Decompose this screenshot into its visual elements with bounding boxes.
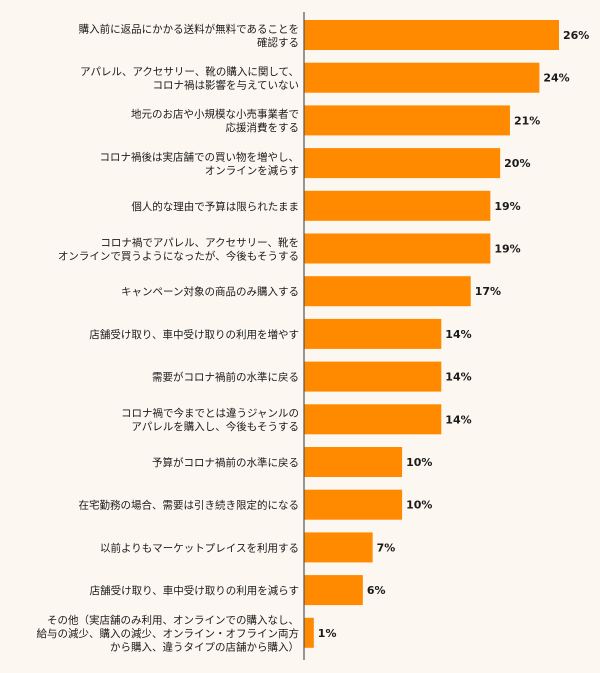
- category-label-line: その他（実店舗のみ利用、オンラインでの購入なし、: [47, 613, 299, 626]
- category-label-11: 在宅勤務の場合、需要は引き続き限定的になる: [79, 499, 300, 512]
- category-label-line: 店舗受け取り、車中受け取りの利用を増やす: [89, 328, 299, 341]
- category-label-line: コロナ禍後は実店舗での買い物を増やし、: [100, 150, 300, 163]
- category-label-7: 店舗受け取り、車中受け取りの利用を増やす: [89, 328, 299, 341]
- bars-layer: [304, 20, 559, 648]
- category-label-line: 以前よりもマーケットプレイスを利用する: [100, 541, 299, 554]
- value-label-14: 1%: [318, 627, 337, 640]
- bar-14: [304, 617, 314, 648]
- value-label-9: 14%: [445, 413, 471, 426]
- value-label-6: 17%: [475, 285, 501, 298]
- bar-11: [304, 489, 403, 520]
- category-label-1: アパレル、アクセサリー、靴の購入に関して、コロナ禍は影響を与えていない: [80, 65, 299, 92]
- category-label-2: 地元のお店や小規模な小売事業者で応援消費をする: [131, 108, 299, 134]
- labels-layer: 26% 購入前に返品にかかる送料が無料であることを確認する 24% アパレル、アクセサ…: [37, 22, 590, 653]
- category-label-line: オンラインで買うようになったが、今後もそうする: [58, 249, 299, 262]
- category-label-line: オンラインを減らす: [205, 164, 299, 177]
- bar-9: [304, 404, 442, 435]
- bar-12: [304, 532, 373, 563]
- bar-7: [304, 318, 442, 349]
- category-label-8: 需要がコロナ禍前の水準に戻る: [152, 371, 299, 384]
- value-label-13: 6%: [367, 584, 386, 597]
- bar-13: [304, 575, 363, 606]
- value-label-4: 19%: [494, 200, 520, 213]
- category-label-line: 予算がコロナ禍前の水準に戻る: [152, 456, 299, 469]
- bar-10: [304, 447, 403, 477]
- value-label-11: 10%: [406, 499, 432, 512]
- category-label-line: 地元のお店や小規模な小売事業者で: [131, 108, 299, 121]
- value-label-3: 20%: [504, 157, 530, 170]
- category-label-6: キャンペーン対象の商品のみ購入する: [121, 285, 299, 298]
- category-label-line: アパレルを購入し、今後もそうする: [131, 420, 299, 433]
- value-label-5: 19%: [494, 243, 520, 256]
- category-label-line: 需要がコロナ禍前の水準に戻る: [152, 371, 299, 384]
- value-label-2: 21%: [514, 114, 540, 127]
- bar-1: [304, 62, 540, 93]
- value-label-7: 14%: [445, 328, 471, 341]
- category-label-9: コロナ禍で今までとは違うジャンルのアパレルを購入し、今後もそうする: [121, 407, 299, 434]
- value-label-10: 10%: [406, 456, 432, 469]
- bar-5: [304, 233, 491, 264]
- value-label-8: 14%: [445, 371, 471, 384]
- value-label-1: 24%: [543, 72, 569, 85]
- category-label-line: コロナ禍でアパレル、アクセサリー、靴を: [100, 236, 299, 249]
- bar-4: [304, 190, 491, 221]
- category-label-12: 以前よりもマーケットプレイスを利用する: [100, 541, 299, 554]
- category-label-line: 個人的な理由で予算は限られたまま: [131, 200, 299, 213]
- bar-3: [304, 148, 501, 179]
- bar-2: [304, 105, 510, 136]
- bar-6: [304, 276, 471, 307]
- value-label-12: 7%: [377, 541, 396, 554]
- category-label-0: 購入前に返品にかかる送料が無料であることを確認する: [79, 22, 299, 49]
- category-label-line: 店舗受け取り、車中受け取りの利用を減らす: [90, 584, 299, 597]
- category-label-4: 個人的な理由で予算は限られたまま: [131, 200, 299, 213]
- bar-8: [304, 361, 442, 392]
- category-label-10: 予算がコロナ禍前の水準に戻る: [152, 456, 299, 469]
- category-label-line: 給与の減少、購入の減少、オンライン・オフライン両方: [37, 627, 300, 640]
- category-label-line: 購入前に返品にかかる送料が無料であることを: [79, 22, 299, 35]
- category-label-3: コロナ禍後は実店舗での買い物を増やし、オンラインを減らす: [100, 150, 300, 177]
- category-label-5: コロナ禍でアパレル、アクセサリー、靴をオンラインで買うようになったが、今後もそう…: [58, 236, 299, 263]
- category-label-line: 在宅勤務の場合、需要は引き続き限定的になる: [79, 499, 300, 512]
- category-label-line: コロナ禍で今までとは違うジャンルの: [121, 407, 299, 420]
- category-label-line: アパレル、アクセサリー、靴の購入に関して、: [80, 65, 299, 78]
- category-label-line: コロナ禍は影響を与えていない: [153, 78, 299, 91]
- category-label-line: 応援消費をする: [226, 121, 300, 134]
- bar-0: [304, 20, 559, 50]
- category-label-line: キャンペーン対象の商品のみ購入する: [121, 285, 299, 298]
- category-label-line: 確認する: [257, 36, 299, 49]
- category-label-13: 店舗受け取り、車中受け取りの利用を減らす: [90, 584, 299, 597]
- category-label-line: から購入、違うタイプの店舗から購入）: [110, 640, 299, 653]
- category-label-14: その他（実店舗のみ利用、オンラインでの購入なし、給与の減少、購入の減少、オンライ…: [37, 613, 300, 653]
- value-label-0: 26%: [563, 29, 589, 42]
